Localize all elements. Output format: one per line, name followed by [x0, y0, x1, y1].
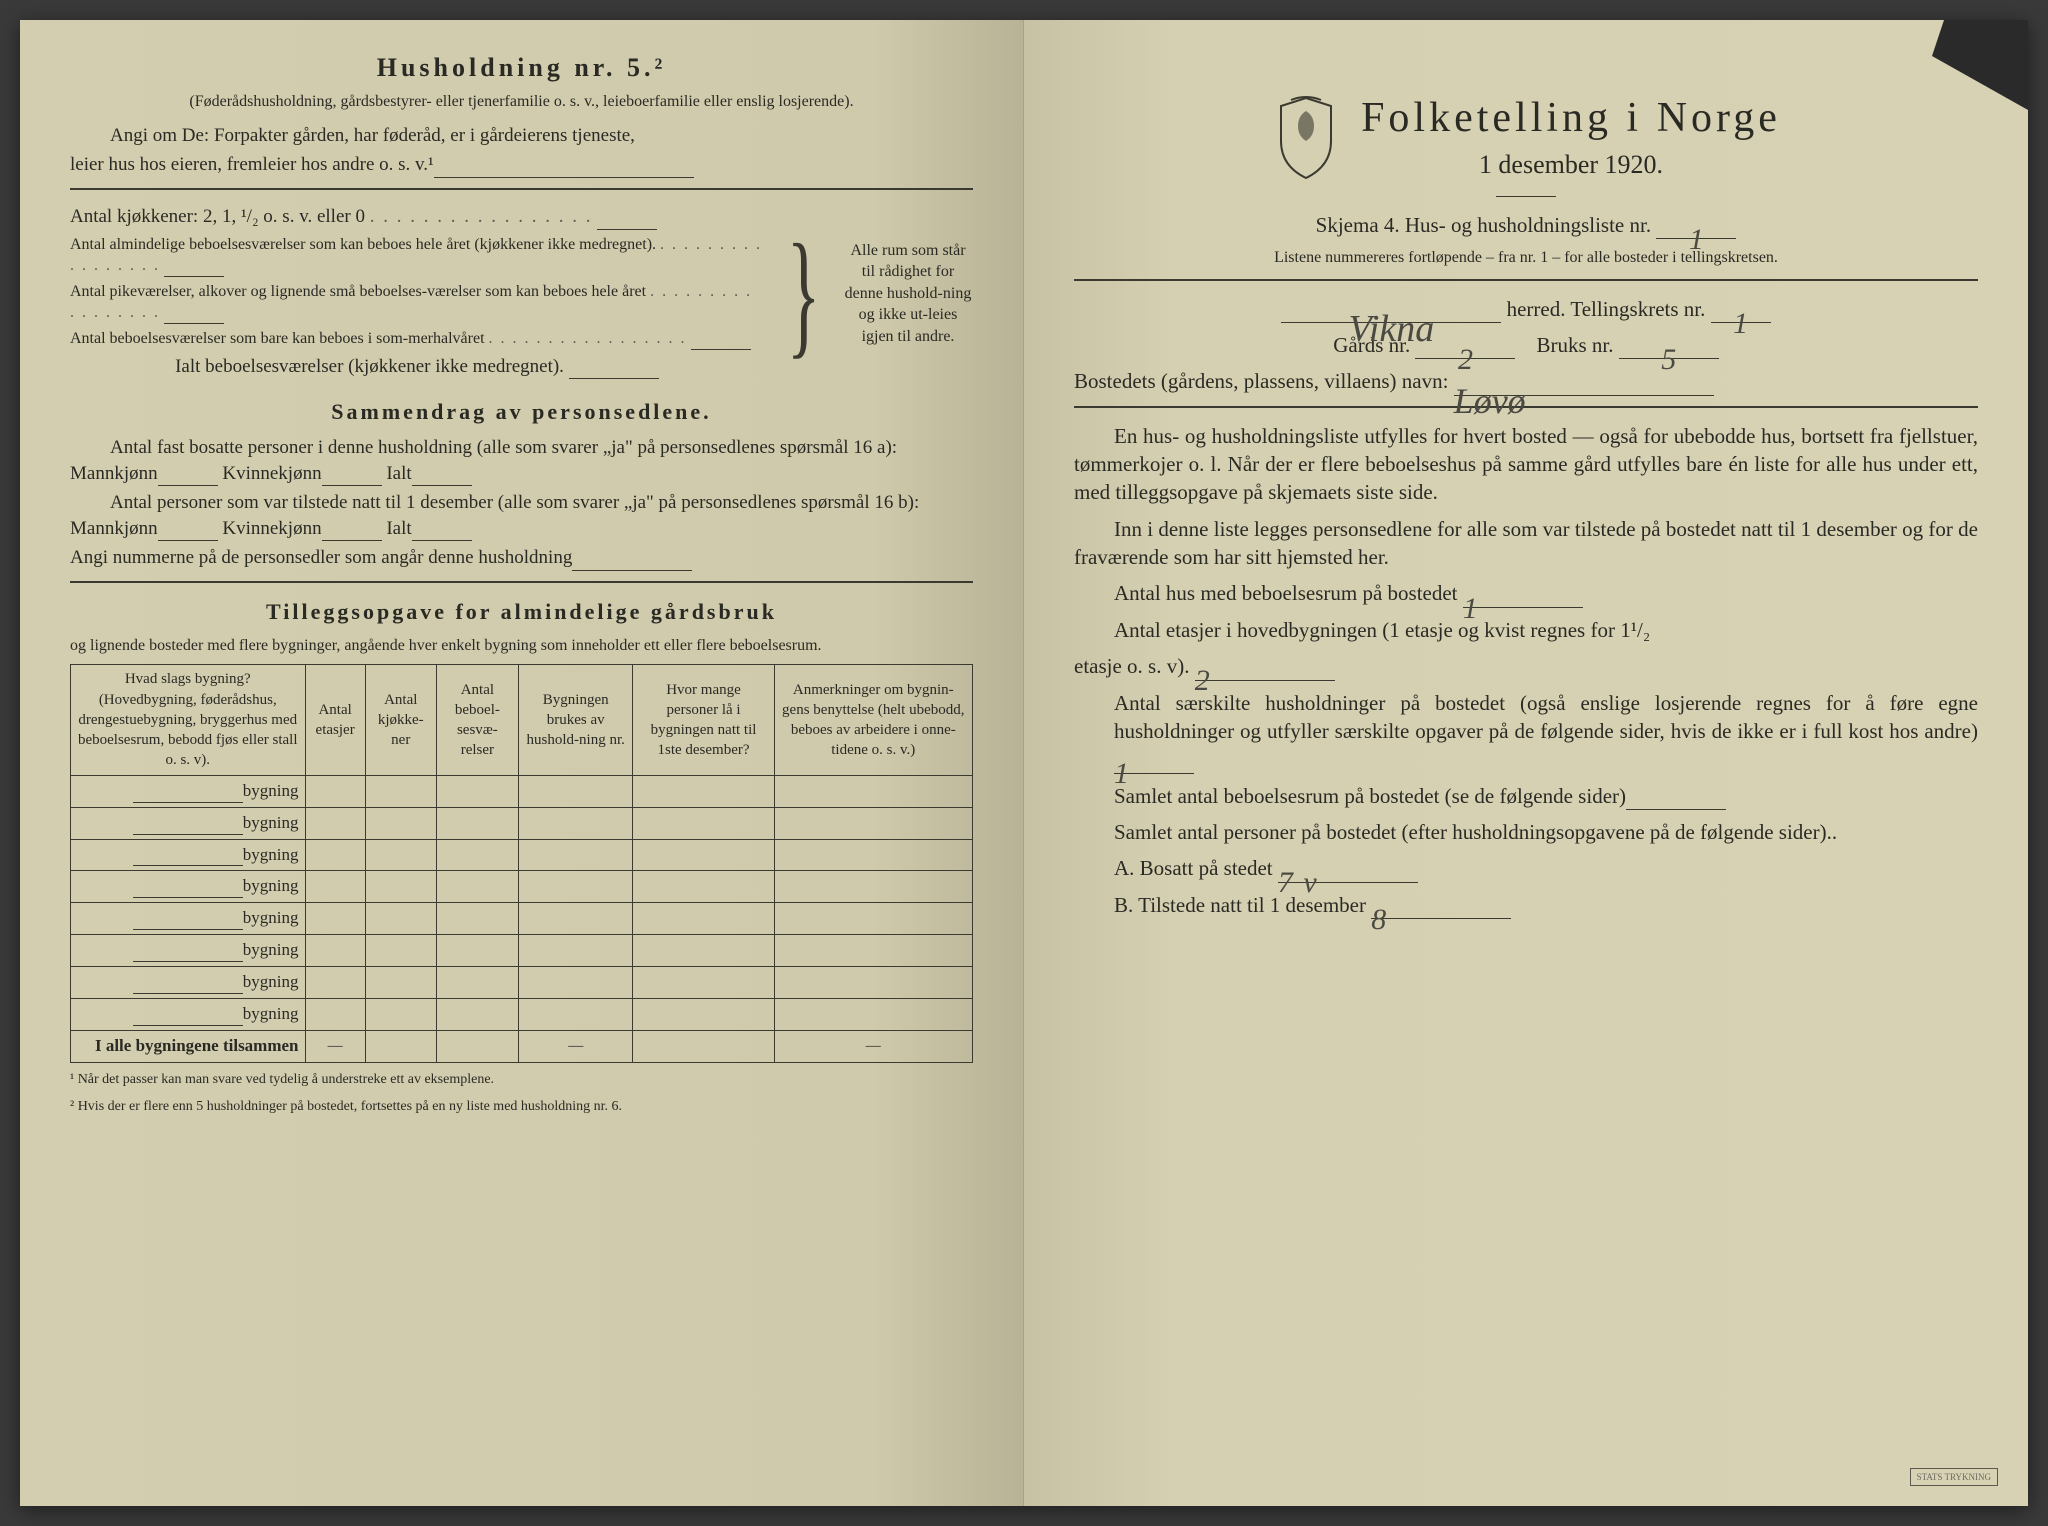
divider-4: [1074, 406, 1978, 408]
qA: A. Bosatt på stedet 7 v: [1114, 854, 1978, 882]
footnote-2: ² Hvis der er flere enn 5 husholdninger …: [70, 1098, 973, 1117]
left-para1a: Angi om De: Forpakter gården, har føderå…: [70, 123, 973, 149]
left-para1b: leier hus hos eieren, fremleier hos andr…: [70, 152, 973, 178]
kjokken-line: Antal kjøkkener: 2, 1, ¹/₂ o. s. v. elle…: [70, 204, 764, 230]
brace-text: Alle rum som står til rådighet for denne…: [843, 240, 973, 348]
title-rule: [1496, 196, 1556, 197]
table-header-row: Hvad slags bygning? (Hovedbygning, føder…: [71, 665, 973, 775]
th-5: Hvor mange personer lå i bygningen natt …: [633, 665, 774, 775]
right-para2: Inn i denne liste legges personsedlene f…: [1074, 515, 1978, 572]
q2b: etasje o. s. v). 2: [1074, 652, 1978, 680]
brace-icon: }: [787, 231, 821, 357]
tillegg-sub: og lignende bosteder med flere bygninger…: [70, 635, 973, 657]
ialt-line: Ialt beboelsesværelser (kjøkkener ikke m…: [70, 354, 764, 380]
table-row: bygning: [71, 839, 973, 871]
right-page: Folketelling i Norge 1 desember 1920. Sk…: [1024, 20, 2028, 1506]
document-spread: Husholdning nr. 5.² (Føderådshusholdning…: [20, 20, 2028, 1506]
room-b: Antal pikeværelser, alkover og lignende …: [70, 281, 764, 324]
table-total-row: I alle bygningene tilsammen ———: [71, 1031, 973, 1063]
divider-3: [1074, 279, 1978, 281]
qB: B. Tilstede natt til 1 desember 8: [1114, 891, 1978, 919]
th-3: Antal beboel-sesvæ-relser: [436, 665, 518, 775]
q1: Antal hus med beboelsesrum på bostedet 1: [1114, 579, 1978, 607]
sammendrag-heading: Sammendrag av personsedlene.: [70, 397, 973, 427]
table-row: bygning: [71, 999, 973, 1031]
left-page: Husholdning nr. 5.² (Føderådshusholdning…: [20, 20, 1024, 1506]
table-row: bygning: [71, 903, 973, 935]
room-c: Antal beboelsesværelser som bare kan beb…: [70, 328, 764, 350]
table-row: bygning: [71, 967, 973, 999]
crest-icon: [1271, 96, 1341, 181]
q3: Antal særskilte husholdninger på bostede…: [1114, 689, 1978, 774]
left-heading: Husholdning nr. 5.²: [70, 50, 973, 85]
th-4: Bygningen brukes av hushold-ning nr.: [518, 665, 632, 775]
gard-line: Gårds nr. 2 Bruks nr. 5: [1074, 331, 1978, 359]
rooms-brace-group: Antal kjøkkener: 2, 1, ¹/₂ o. s. v. elle…: [70, 204, 973, 383]
bosted-line: Bostedets (gårdens, plassens, villaens) …: [1074, 367, 1978, 395]
left-subtitle: (Føderådshusholdning, gårdsbestyrer- ell…: [70, 91, 973, 113]
footnote-1: ¹ Når det passer kan man svare ved tydel…: [70, 1071, 973, 1090]
divider-2: [70, 581, 973, 583]
table-row: bygning: [71, 935, 973, 967]
th-6: Anmerkninger om bygnin-gens benyttelse (…: [774, 665, 972, 775]
herred-line: Vikna herred. Tellingskrets nr. 1: [1074, 295, 1978, 323]
total-label: I alle bygningene tilsammen: [71, 1031, 306, 1063]
sam-a: Antal fast bosatte personer i denne hush…: [70, 435, 973, 486]
q2a: Antal etasjer i hovedbygningen (1 etasje…: [1114, 616, 1978, 644]
angi-num: Angi nummerne på de personsedler som ang…: [70, 545, 973, 571]
printer-stamp: STATS TRYKNING: [1910, 1468, 1998, 1486]
tillegg-heading: Tilleggsopgave for almindelige gårdsbruk: [70, 597, 973, 627]
listene-line: Listene nummereres fortløpende – fra nr.…: [1074, 247, 1978, 269]
table-row: bygning: [71, 871, 973, 903]
main-title: Folketelling i Norge: [1361, 90, 1781, 147]
q5: Samlet antal personer på bostedet (efter…: [1114, 818, 1978, 846]
sam-b: Antal personer som var tilstede natt til…: [70, 490, 973, 541]
th-2: Antal kjøkke-ner: [365, 665, 436, 775]
skjema-line: Skjema 4. Hus- og husholdningsliste nr. …: [1074, 211, 1978, 239]
right-para1: En hus- og husholdningsliste utfylles fo…: [1074, 422, 1978, 507]
table-row: bygning: [71, 775, 973, 807]
date-line: 1 desember 1920.: [1361, 147, 1781, 182]
title-row: Folketelling i Norge 1 desember 1920.: [1074, 90, 1978, 188]
th-0: Hvad slags bygning? (Hovedbygning, føder…: [71, 665, 306, 775]
th-1: Antal etasjer: [305, 665, 365, 775]
room-a: Antal almindelige beboelsesværelser som …: [70, 234, 764, 277]
building-table: Hvad slags bygning? (Hovedbygning, føder…: [70, 664, 973, 1063]
q4: Samlet antal beboelsesrum på bostedet (s…: [1114, 782, 1978, 810]
divider: [70, 188, 973, 190]
table-row: bygning: [71, 807, 973, 839]
